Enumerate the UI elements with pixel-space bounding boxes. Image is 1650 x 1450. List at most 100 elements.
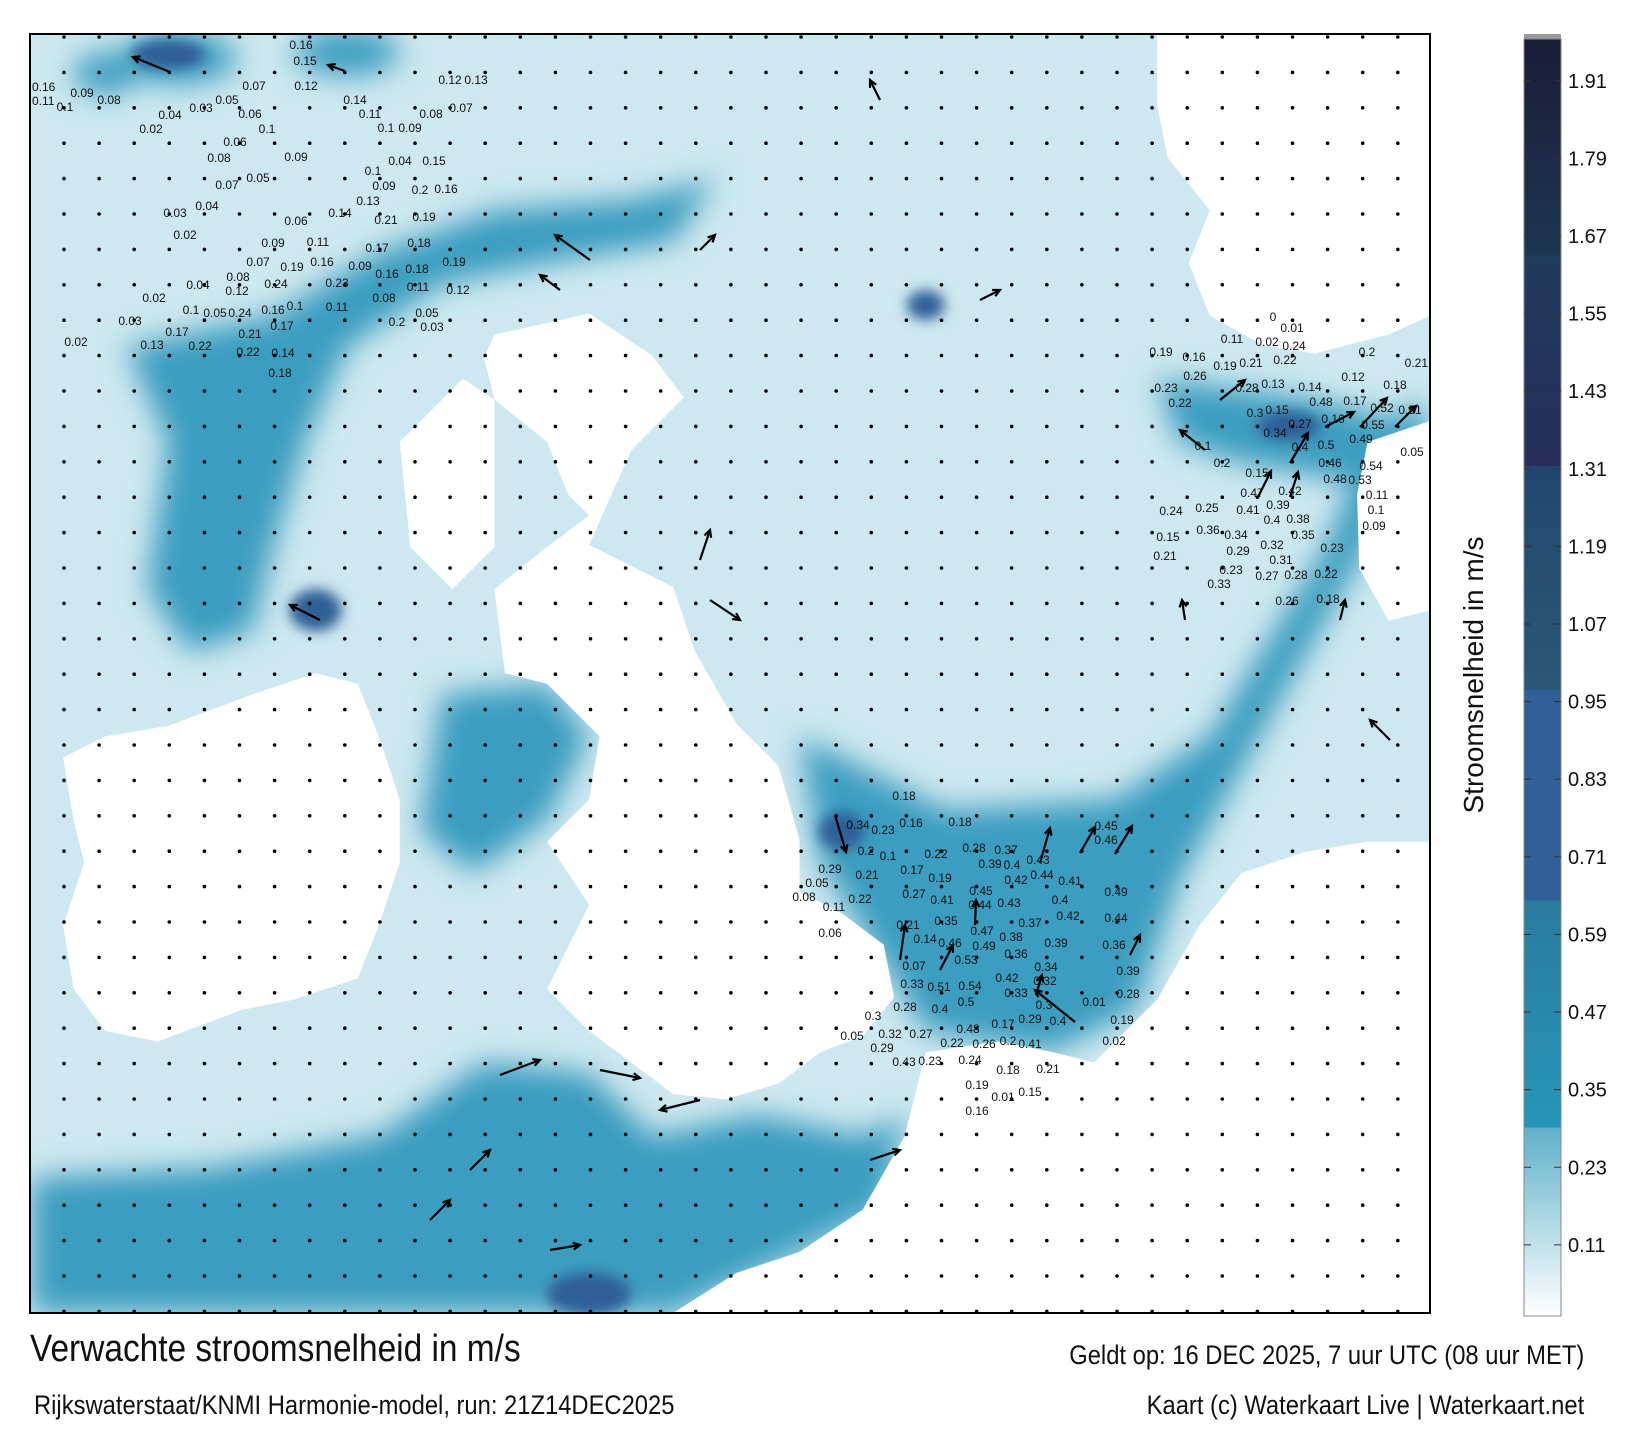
grid-dot	[1080, 743, 1084, 747]
grid-dot	[413, 141, 417, 145]
speed-label: 0.39	[1116, 964, 1140, 978]
grid-dot	[413, 1026, 417, 1030]
grid-dot	[799, 637, 803, 641]
speed-label: 0.17	[1343, 394, 1367, 408]
grid-dot	[553, 672, 558, 676]
speed-label: 0.28	[1284, 568, 1308, 582]
grid-dot	[694, 778, 698, 783]
grid-dot	[1185, 814, 1189, 818]
grid-dot	[1255, 566, 1260, 570]
grid-dot	[237, 106, 242, 110]
grid-dot	[307, 424, 312, 429]
grid-dot	[132, 566, 136, 570]
grid-dot	[553, 566, 558, 570]
speed-label: 0.24	[264, 277, 288, 291]
grid-dot	[869, 318, 874, 323]
grid-dot	[343, 495, 347, 500]
current-arrow	[898, 922, 909, 961]
grid-dot	[658, 530, 663, 535]
grid-dot	[1150, 1061, 1154, 1066]
strong-current-zones	[131, 39, 1321, 1313]
grid-dot	[729, 1061, 733, 1066]
grid-dot	[518, 495, 523, 500]
grid-dot	[1009, 247, 1014, 252]
grid-dot	[1115, 424, 1119, 429]
grid-dot	[799, 70, 803, 75]
grid-dot	[623, 247, 628, 252]
grid-dot	[483, 353, 488, 358]
grid-dot	[1396, 389, 1400, 393]
grid-dot	[132, 353, 136, 358]
grid-dot	[1080, 566, 1084, 570]
grid-dot	[1431, 71, 1435, 75]
grid-dot	[132, 176, 136, 181]
zone	[547, 1272, 632, 1313]
grid-dot	[1255, 920, 1260, 924]
grid-dot	[1150, 1238, 1154, 1243]
speed-label: 0.16	[289, 38, 313, 52]
grid-dot	[237, 247, 242, 252]
grid-dot	[1431, 566, 1435, 570]
grid-dot	[553, 991, 558, 995]
grid-dot	[307, 1061, 312, 1066]
grid-dot	[1360, 1132, 1365, 1137]
grid-dot	[378, 601, 382, 606]
grid-dot	[869, 672, 874, 676]
grid-dot	[764, 601, 768, 606]
grid-dot	[378, 566, 382, 570]
grid-dot	[1080, 814, 1084, 818]
speed-label: 0.16	[899, 816, 923, 830]
grid-dot	[694, 1026, 698, 1030]
grid-dot	[694, 247, 698, 252]
grid-dot	[1360, 1097, 1365, 1101]
grid-dot	[869, 460, 874, 464]
grid-dot	[658, 991, 663, 995]
grid-dot	[1080, 318, 1084, 323]
grid-dot	[694, 1168, 698, 1172]
colorbar-tick-label: 1.07	[1568, 614, 1607, 636]
grid-dot	[237, 991, 242, 995]
grid-dot	[1080, 1203, 1084, 1207]
grid-dot	[939, 637, 944, 641]
grid-dot	[1360, 318, 1365, 323]
grid-dot	[413, 283, 417, 287]
speed-label: 0.21	[1405, 356, 1429, 370]
speed-label: 0.18	[996, 1063, 1020, 1077]
grid-dot	[132, 849, 136, 853]
grid-dot	[202, 1026, 207, 1030]
colorbar-tick-label: 0.11	[1568, 1235, 1605, 1257]
grid-dot	[1360, 920, 1365, 924]
grid-dot	[1396, 884, 1400, 889]
speed-label: 0.07	[246, 255, 270, 269]
speed-label: 0.1	[880, 849, 897, 863]
grid-dot	[1396, 495, 1400, 500]
grid-dot	[799, 920, 803, 924]
speed-label: 0.04	[388, 154, 412, 168]
grid-dot	[1185, 70, 1189, 75]
channel-westerschelde	[31, 1062, 905, 1313]
grid-dot	[167, 495, 172, 500]
grid-dot	[1255, 247, 1260, 252]
speed-label: 0.25	[1195, 501, 1219, 515]
grid-dot	[343, 637, 347, 641]
current-arrow	[1178, 597, 1188, 621]
grid-dot	[62, 35, 66, 39]
speed-label: 0.1	[287, 299, 304, 313]
grid-dot	[237, 1132, 242, 1137]
grid-dot	[62, 1097, 66, 1101]
land-central	[483, 313, 895, 1100]
grid-dot	[413, 672, 417, 676]
grid-dot	[729, 743, 733, 747]
grid-dot	[1396, 955, 1400, 960]
grid-dot	[343, 849, 347, 853]
grid-dot	[1325, 778, 1330, 783]
current-arrow	[130, 55, 171, 74]
grid-dot	[483, 884, 488, 889]
grid-dot	[974, 707, 979, 712]
grid-dot	[588, 955, 593, 960]
grid-dot	[1220, 1097, 1225, 1101]
grid-dot	[658, 176, 663, 181]
grid-dot	[518, 566, 523, 570]
grid-dot	[1431, 1026, 1435, 1030]
grid-dot	[413, 247, 417, 252]
